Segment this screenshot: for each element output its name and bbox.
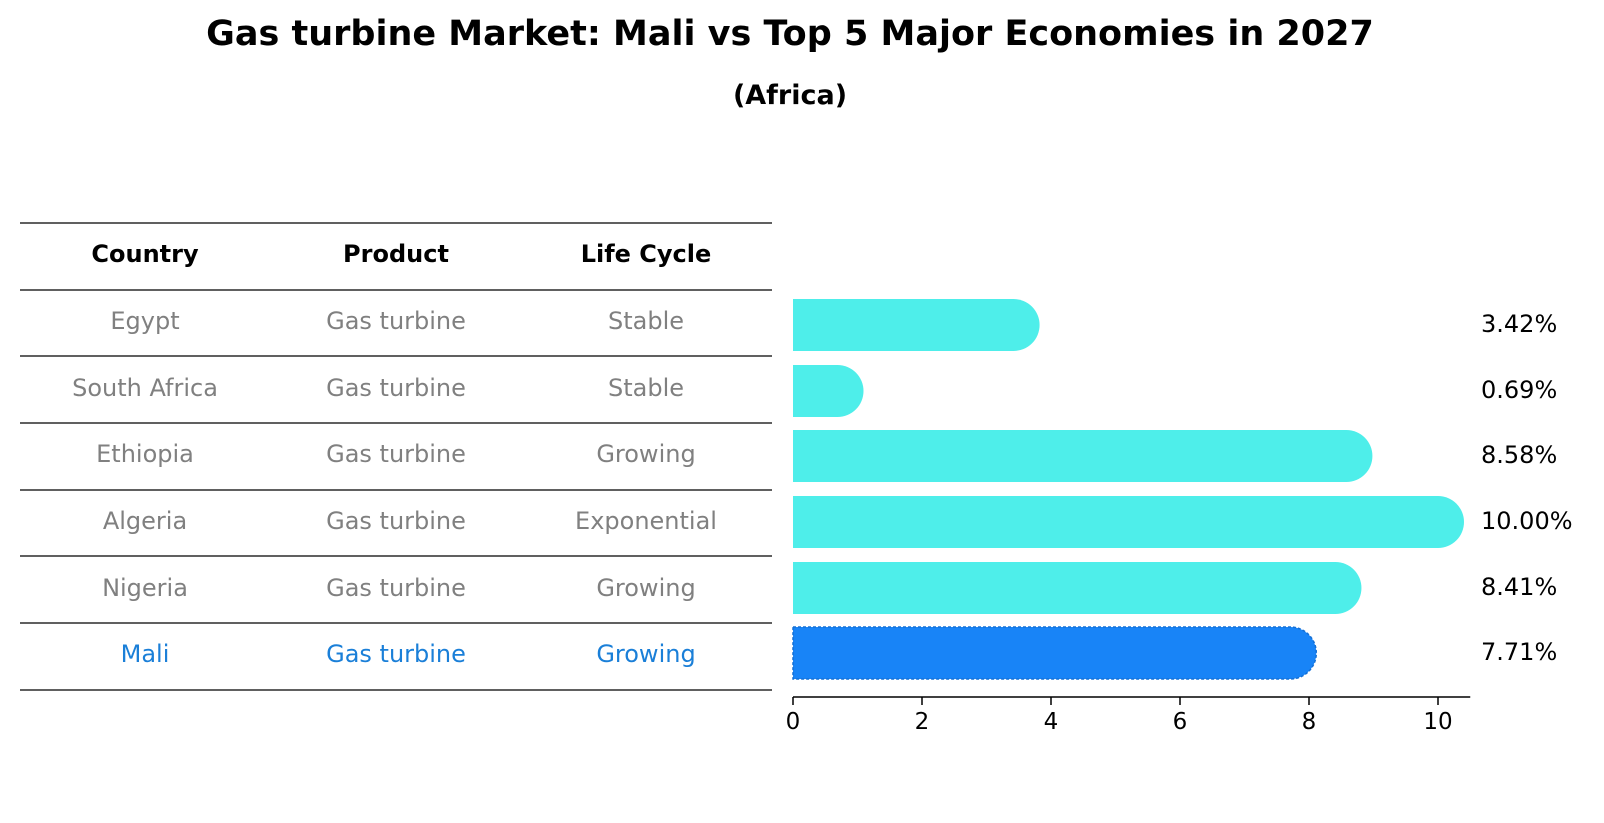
x-tick-label: 8 xyxy=(1302,709,1317,735)
table-cell-product: Gas turbine xyxy=(326,507,466,535)
table-header-country: Country xyxy=(91,240,199,268)
bar-nigeria xyxy=(793,562,1362,614)
table-cell-product: Gas turbine xyxy=(326,307,466,335)
x-tick-label: 6 xyxy=(1173,709,1188,735)
bar-south-africa xyxy=(793,365,864,417)
x-tick-label: 4 xyxy=(1044,709,1059,735)
bar-ethiopia xyxy=(793,430,1373,482)
value-label-egypt: 3.42% xyxy=(1481,310,1557,338)
table-cell-product: Gas turbine xyxy=(326,374,466,402)
table-cell-life-cycle: Growing xyxy=(596,574,695,602)
bar-algeria xyxy=(793,496,1464,548)
table-cell-life-cycle: Growing xyxy=(596,640,695,668)
value-label-nigeria: 8.41% xyxy=(1481,573,1557,601)
table-cell-life-cycle: Stable xyxy=(608,307,684,335)
value-label-south-africa: 0.69% xyxy=(1481,376,1557,404)
value-label-mali: 7.71% xyxy=(1481,638,1557,666)
table-cell-life-cycle: Stable xyxy=(608,374,684,402)
table-cell-life-cycle: Exponential xyxy=(575,507,717,535)
table-cell-country: South Africa xyxy=(72,374,218,402)
x-tick-label: 2 xyxy=(915,709,930,735)
table-header-product: Product xyxy=(343,240,449,268)
bar-mali xyxy=(792,626,1318,680)
table-cell-product: Gas turbine xyxy=(326,574,466,602)
table-cell-product: Gas turbine xyxy=(326,440,466,468)
value-label-algeria: 10.00% xyxy=(1481,507,1573,535)
chart-title: Gas turbine Market: Mali vs Top 5 Major … xyxy=(206,14,1374,54)
table-cell-country: Mali xyxy=(121,640,170,668)
table-cell-country: Nigeria xyxy=(102,574,188,602)
value-label-ethiopia: 8.58% xyxy=(1481,441,1557,469)
table-cell-country: Algeria xyxy=(103,507,187,535)
table-cell-country: Egypt xyxy=(110,307,179,335)
table-cell-product: Gas turbine xyxy=(326,640,466,668)
bar-egypt xyxy=(793,299,1040,351)
x-tick-label: 10 xyxy=(1423,709,1452,735)
x-tick-label: 0 xyxy=(786,709,801,735)
table-cell-life-cycle: Growing xyxy=(596,440,695,468)
chart-subtitle: (Africa) xyxy=(732,80,848,111)
table-header-life-cycle: Life Cycle xyxy=(581,240,712,268)
table-cell-country: Ethiopia xyxy=(96,440,194,468)
